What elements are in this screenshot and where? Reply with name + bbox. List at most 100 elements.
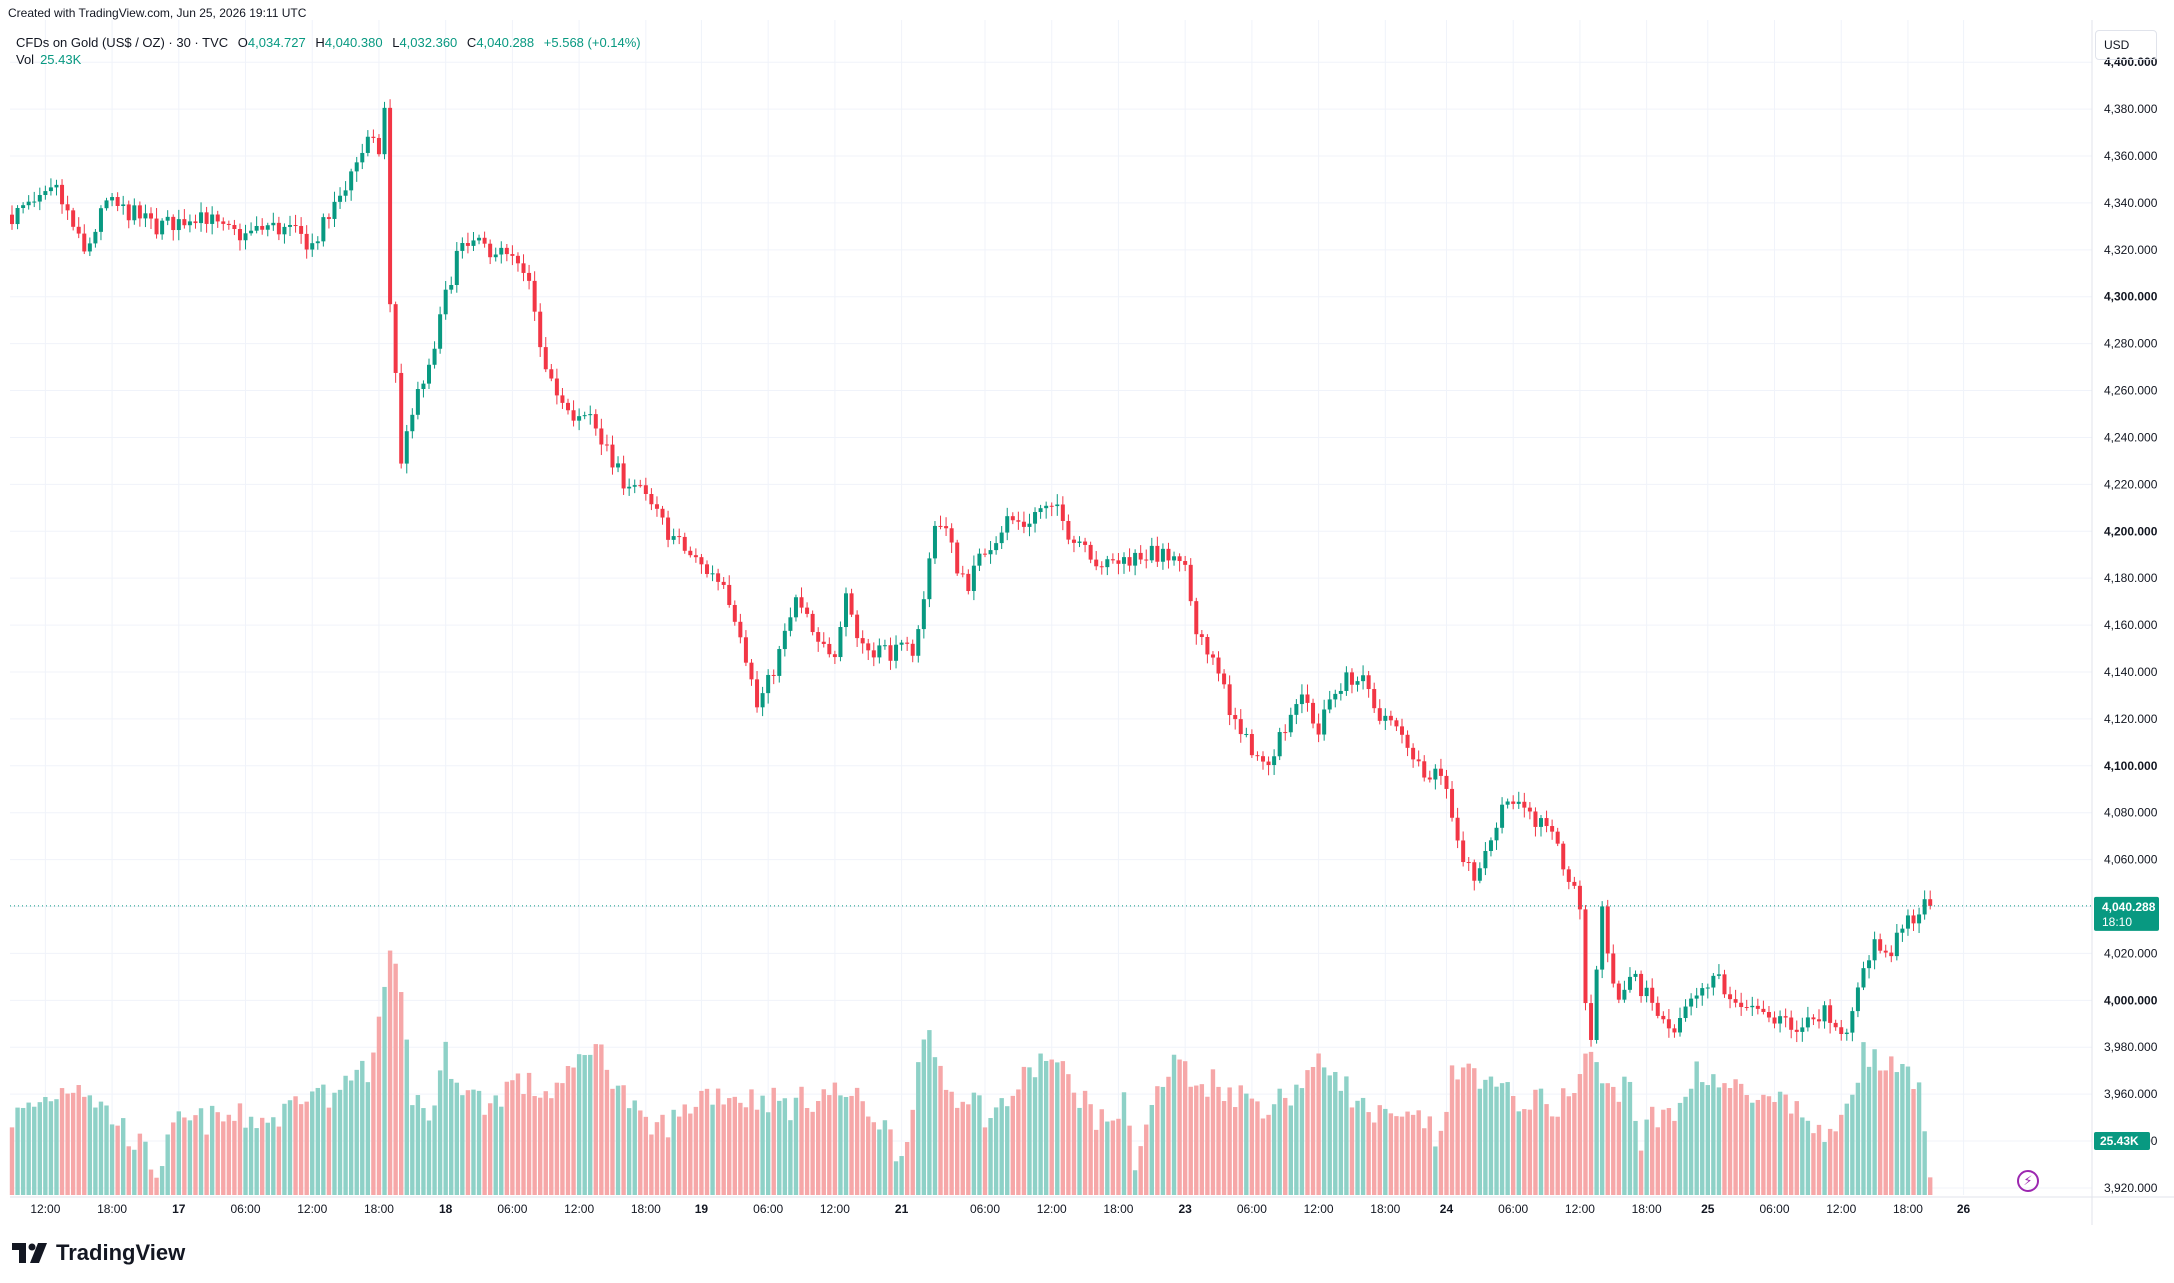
price-axis[interactable]: 3,920.0003,940.0003,960.0003,980.0004,00… [2104, 55, 2158, 1195]
volume-bar [727, 1098, 732, 1195]
volume-bar [1599, 1083, 1605, 1195]
volume-bar [943, 1089, 949, 1195]
volume-bar [871, 1122, 876, 1195]
candle-body [1077, 541, 1082, 543]
candle-body [1750, 1005, 1755, 1008]
volume-bar [1138, 1146, 1143, 1195]
candle-body [388, 107, 393, 305]
candle-body [549, 369, 554, 379]
candle-body [1277, 732, 1282, 757]
candle-body [304, 233, 309, 250]
candle-body [1872, 939, 1877, 961]
volume-bar [1494, 1086, 1499, 1195]
candle-body [682, 536, 687, 551]
volume-bar [804, 1107, 810, 1195]
volume-bar [171, 1122, 176, 1195]
candle-body [1133, 552, 1138, 566]
candle-body [465, 243, 470, 246]
candle-body [571, 410, 576, 421]
currency-button[interactable]: USD [2095, 30, 2157, 60]
candle-body [1466, 862, 1471, 864]
candle-body [1611, 953, 1616, 984]
candle-body [1855, 987, 1860, 1012]
candle-body [504, 247, 509, 255]
candle-body [1822, 1005, 1827, 1022]
candle-body [716, 573, 721, 582]
volume-bar [437, 1070, 443, 1195]
volume-bar [348, 1080, 354, 1195]
candle-body [899, 642, 904, 645]
candle-body [788, 617, 793, 631]
tradingview-logo[interactable]: TradingView [12, 1240, 185, 1266]
volume-bar [165, 1134, 170, 1195]
volume-bar [399, 992, 404, 1195]
candle-body [1783, 1016, 1788, 1018]
volume-bar [1043, 1060, 1049, 1195]
candle-body [1122, 557, 1126, 564]
candle-body [76, 226, 81, 234]
volume-bar [15, 1107, 20, 1195]
volume-bar [1149, 1104, 1154, 1195]
volume-label[interactable]: Vol [16, 52, 35, 67]
volume-bar [1777, 1091, 1783, 1195]
candle-body [871, 650, 876, 658]
candle-body [638, 485, 643, 487]
candle-body [627, 486, 632, 489]
volume-bar [760, 1095, 765, 1195]
volume-bar [1249, 1098, 1255, 1195]
candle-body [1644, 987, 1649, 997]
volume-bar [793, 1097, 799, 1195]
candle-body [1900, 928, 1905, 933]
volume-bar [838, 1095, 843, 1195]
candle-body [1733, 999, 1738, 1003]
volume-bar [1349, 1107, 1355, 1195]
price-tick-label: 4,380.000 [2104, 102, 2158, 116]
volume-bar [993, 1107, 999, 1195]
volume-bar [632, 1100, 637, 1195]
volume-bar [404, 1039, 409, 1195]
candle-body [521, 263, 526, 273]
volume-bar [1538, 1088, 1544, 1195]
candle-body [149, 213, 153, 219]
candle-body [1711, 975, 1716, 988]
candle-body [577, 416, 582, 421]
volume-bar [1355, 1100, 1360, 1195]
volume-bar [849, 1095, 854, 1195]
candle-body [1327, 699, 1332, 710]
volume-bar [132, 1149, 137, 1195]
candle-body [1438, 768, 1443, 776]
candle-body [1455, 817, 1460, 841]
candle-body [1911, 915, 1916, 924]
volume-bar [1082, 1090, 1088, 1195]
candle-body [1383, 715, 1388, 721]
candle-body [21, 205, 26, 209]
volume-bar [610, 1088, 615, 1195]
candle-body [771, 674, 776, 676]
symbol-title[interactable]: CFDs on Gold (US$ / OZ) · 30 · TVC [16, 35, 229, 50]
volume-bar [1594, 1062, 1599, 1195]
volume-bar [738, 1102, 743, 1195]
time-axis[interactable]: 12:00 18:00 17 06:00 12:00 18:00 18 06:00 12:00 1… [30, 1202, 1970, 1216]
lightning-icon[interactable]: ⚡ [2017, 1170, 2039, 1192]
candle-body [1033, 512, 1038, 524]
candle-body [1099, 566, 1104, 568]
candle-body [1472, 862, 1477, 881]
volume-bar [1872, 1049, 1877, 1195]
volume-bar [121, 1118, 126, 1195]
time-tick-label: 18:00 [97, 1202, 127, 1216]
candle-body [354, 162, 359, 172]
candle-body [15, 208, 20, 225]
volume-bar [232, 1120, 237, 1195]
volume-bar [638, 1110, 643, 1195]
volume-bar [1310, 1066, 1316, 1195]
volume-bar [1738, 1083, 1744, 1195]
candle-body [710, 573, 715, 575]
volume-bar [1688, 1088, 1694, 1195]
volume-bar [1727, 1088, 1733, 1195]
candle-body [699, 557, 704, 565]
volume-bar [1655, 1127, 1660, 1195]
volume-bar [966, 1104, 971, 1195]
candle-body [349, 171, 354, 191]
candle-body [399, 372, 404, 464]
